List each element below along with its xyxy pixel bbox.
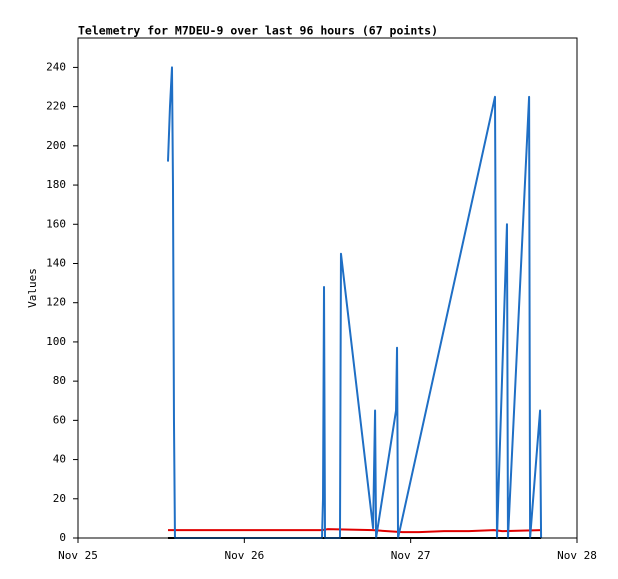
- chart-title: Telemetry for M7DEU-9 over last 96 hours…: [78, 24, 438, 38]
- y-tick-label: 140: [46, 256, 66, 269]
- y-tick-label: 240: [46, 60, 66, 73]
- y-axis-label: Values: [26, 268, 39, 308]
- y-tick-label: 0: [59, 531, 66, 544]
- x-tick-label: Nov 28: [557, 549, 597, 562]
- plot-border: [77, 37, 578, 539]
- series-line: [166, 66, 543, 539]
- y-tick-label: 40: [53, 453, 66, 466]
- x-tick-label: Nov 26: [224, 549, 264, 562]
- y-tick-label: 200: [46, 139, 66, 152]
- y-tick-label: 20: [53, 492, 66, 505]
- x-tick-label: Nov 25: [58, 549, 98, 562]
- y-tick-label: 160: [46, 217, 66, 230]
- y-tick-label: 100: [46, 335, 66, 348]
- y-tick-label: 80: [53, 374, 66, 387]
- y-tick-label: 60: [53, 413, 66, 426]
- y-tick-label: 220: [46, 100, 66, 113]
- y-tick-label: 180: [46, 178, 66, 191]
- x-tick-label: Nov 27: [391, 549, 431, 562]
- y-tick-label: 120: [46, 296, 66, 309]
